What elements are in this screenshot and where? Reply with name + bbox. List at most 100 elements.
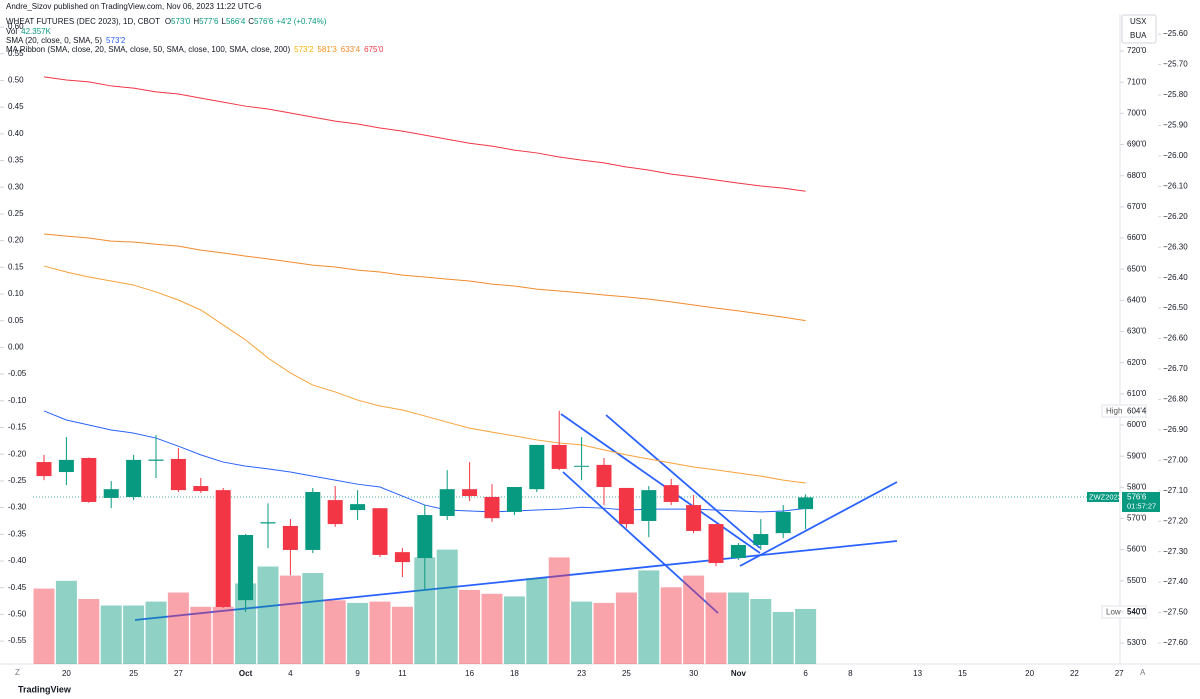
- candle-body: [574, 465, 590, 467]
- volume-bar: [78, 599, 100, 664]
- y2-tick-label: −26.40: [1163, 273, 1188, 282]
- candle-body: [372, 508, 388, 555]
- high-marker-name: High: [1106, 407, 1122, 416]
- change: +4'2 (+0.74%): [276, 17, 326, 26]
- y3-tick-label: -0.40: [8, 556, 27, 565]
- x-tick-label: 27: [174, 669, 183, 678]
- x-tick-label: 20: [62, 669, 71, 678]
- candle-body: [708, 524, 724, 564]
- y3-tick-label: -0.50: [8, 610, 27, 619]
- legend-value: 573'2: [106, 36, 126, 45]
- x-tick-label: 15: [958, 669, 967, 678]
- brand: TradingView: [18, 684, 72, 694]
- trend-line: [605, 414, 761, 549]
- y-tick-label: 650'0: [1127, 264, 1147, 273]
- legend-value: 42.357K: [21, 27, 51, 36]
- y3-tick-label: 0.55: [8, 49, 24, 58]
- candle-body: [730, 544, 746, 559]
- y2-tick-label: −26.20: [1163, 212, 1188, 221]
- volume-bar: [414, 557, 436, 664]
- y3-tick-label: 0.00: [8, 343, 24, 352]
- x-tick-label: 16: [465, 669, 474, 678]
- unit-label: BUA: [1130, 31, 1147, 40]
- y2-tick-label: −25.70: [1163, 60, 1188, 69]
- y3-tick-label: -0.25: [8, 476, 27, 485]
- volume-bar: [436, 549, 458, 664]
- candle-body: [126, 459, 142, 497]
- volume-bar: [683, 575, 705, 664]
- x-tick-label: 13: [913, 669, 922, 678]
- volume-bar: [548, 557, 570, 664]
- ohlc-key: O: [165, 17, 171, 26]
- volume-bar: [705, 592, 727, 664]
- candle-body: [148, 459, 164, 461]
- symbol-tag: ZWZ2023: [1089, 492, 1122, 501]
- y-tick-label: 720'0: [1127, 46, 1147, 55]
- last-price-label: 576'6: [1127, 493, 1147, 502]
- ohlc-value: 566'4: [226, 17, 246, 26]
- volume-bar: [324, 600, 346, 664]
- y-tick-label: 660'0: [1127, 233, 1147, 242]
- y-tick-label: 550'0: [1127, 576, 1147, 585]
- volume-bar: [660, 587, 682, 664]
- candle-body: [529, 444, 545, 490]
- candle-body: [170, 458, 186, 491]
- unit-label: USX: [1130, 17, 1147, 26]
- x-tick-label: 6: [803, 669, 808, 678]
- candle-body: [36, 462, 52, 477]
- y2-tick-label: −26.80: [1163, 395, 1188, 404]
- candle-body: [775, 511, 791, 534]
- volume-bar: [279, 575, 301, 664]
- y3-tick-label: -0.35: [8, 529, 27, 538]
- candle-body: [663, 485, 679, 502]
- y2-tick-label: −27.20: [1163, 516, 1188, 525]
- y2-tick-label: −27.30: [1163, 547, 1188, 556]
- volume-bar: [302, 573, 324, 664]
- volume-bar: [638, 570, 660, 664]
- y-tick-label: 630'0: [1127, 327, 1147, 336]
- ohlc-key: C: [248, 17, 254, 26]
- candle-body: [551, 444, 567, 469]
- candle-body: [81, 458, 97, 502]
- candle-body: [58, 459, 74, 473]
- ohlc-key: H: [193, 17, 199, 26]
- candle-body: [327, 500, 343, 525]
- volume-bar: [727, 592, 749, 664]
- legend-row: SMA (20, close, 0, SMA, 5) 573'2: [6, 36, 126, 45]
- y-tick-label: 530'0: [1127, 638, 1147, 647]
- legend-value: 573'2: [294, 45, 314, 54]
- low-marker-name: Low: [1106, 608, 1121, 617]
- volume-bar: [33, 588, 55, 664]
- candle-body: [596, 464, 612, 487]
- y-tick-label: 600'0: [1127, 420, 1147, 429]
- volume-bar: [391, 606, 413, 664]
- volume-bar: [459, 589, 481, 664]
- x-tick-label: 22: [1070, 669, 1079, 678]
- legend: WHEAT FUTURES (DEC 2023), 1D, CBOT O573'0…: [6, 17, 384, 54]
- ohlc-value: 573'0: [171, 17, 191, 26]
- y2-tick-label: −26.70: [1163, 364, 1188, 373]
- x-tick-label: 25: [129, 669, 138, 678]
- y3-tick-label: 0.05: [8, 316, 24, 325]
- trend-line: [739, 481, 898, 567]
- ohlc-key: L: [221, 17, 226, 26]
- candle-body: [282, 525, 298, 550]
- x-tick-label: 27: [1115, 669, 1124, 678]
- low-marker-label: 540'0: [1127, 608, 1147, 617]
- moving-average: [43, 233, 806, 322]
- candle-body: [641, 490, 657, 521]
- countdown: 01:57:27: [1127, 501, 1156, 510]
- volume-bar: [571, 601, 593, 664]
- volume-bar: [190, 606, 212, 664]
- candle-body: [506, 486, 522, 512]
- y-tick-label: 690'0: [1127, 140, 1147, 149]
- unit-box[interactable]: [1121, 14, 1157, 44]
- candle-body: [215, 490, 231, 607]
- corner-label[interactable]: Z: [15, 668, 20, 677]
- moving-average: [43, 265, 806, 484]
- volume-bar: [145, 601, 167, 664]
- corner-label[interactable]: A: [1140, 668, 1146, 677]
- volume-bar: [526, 578, 548, 664]
